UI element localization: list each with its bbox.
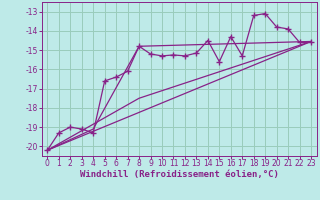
X-axis label: Windchill (Refroidissement éolien,°C): Windchill (Refroidissement éolien,°C) (80, 170, 279, 179)
